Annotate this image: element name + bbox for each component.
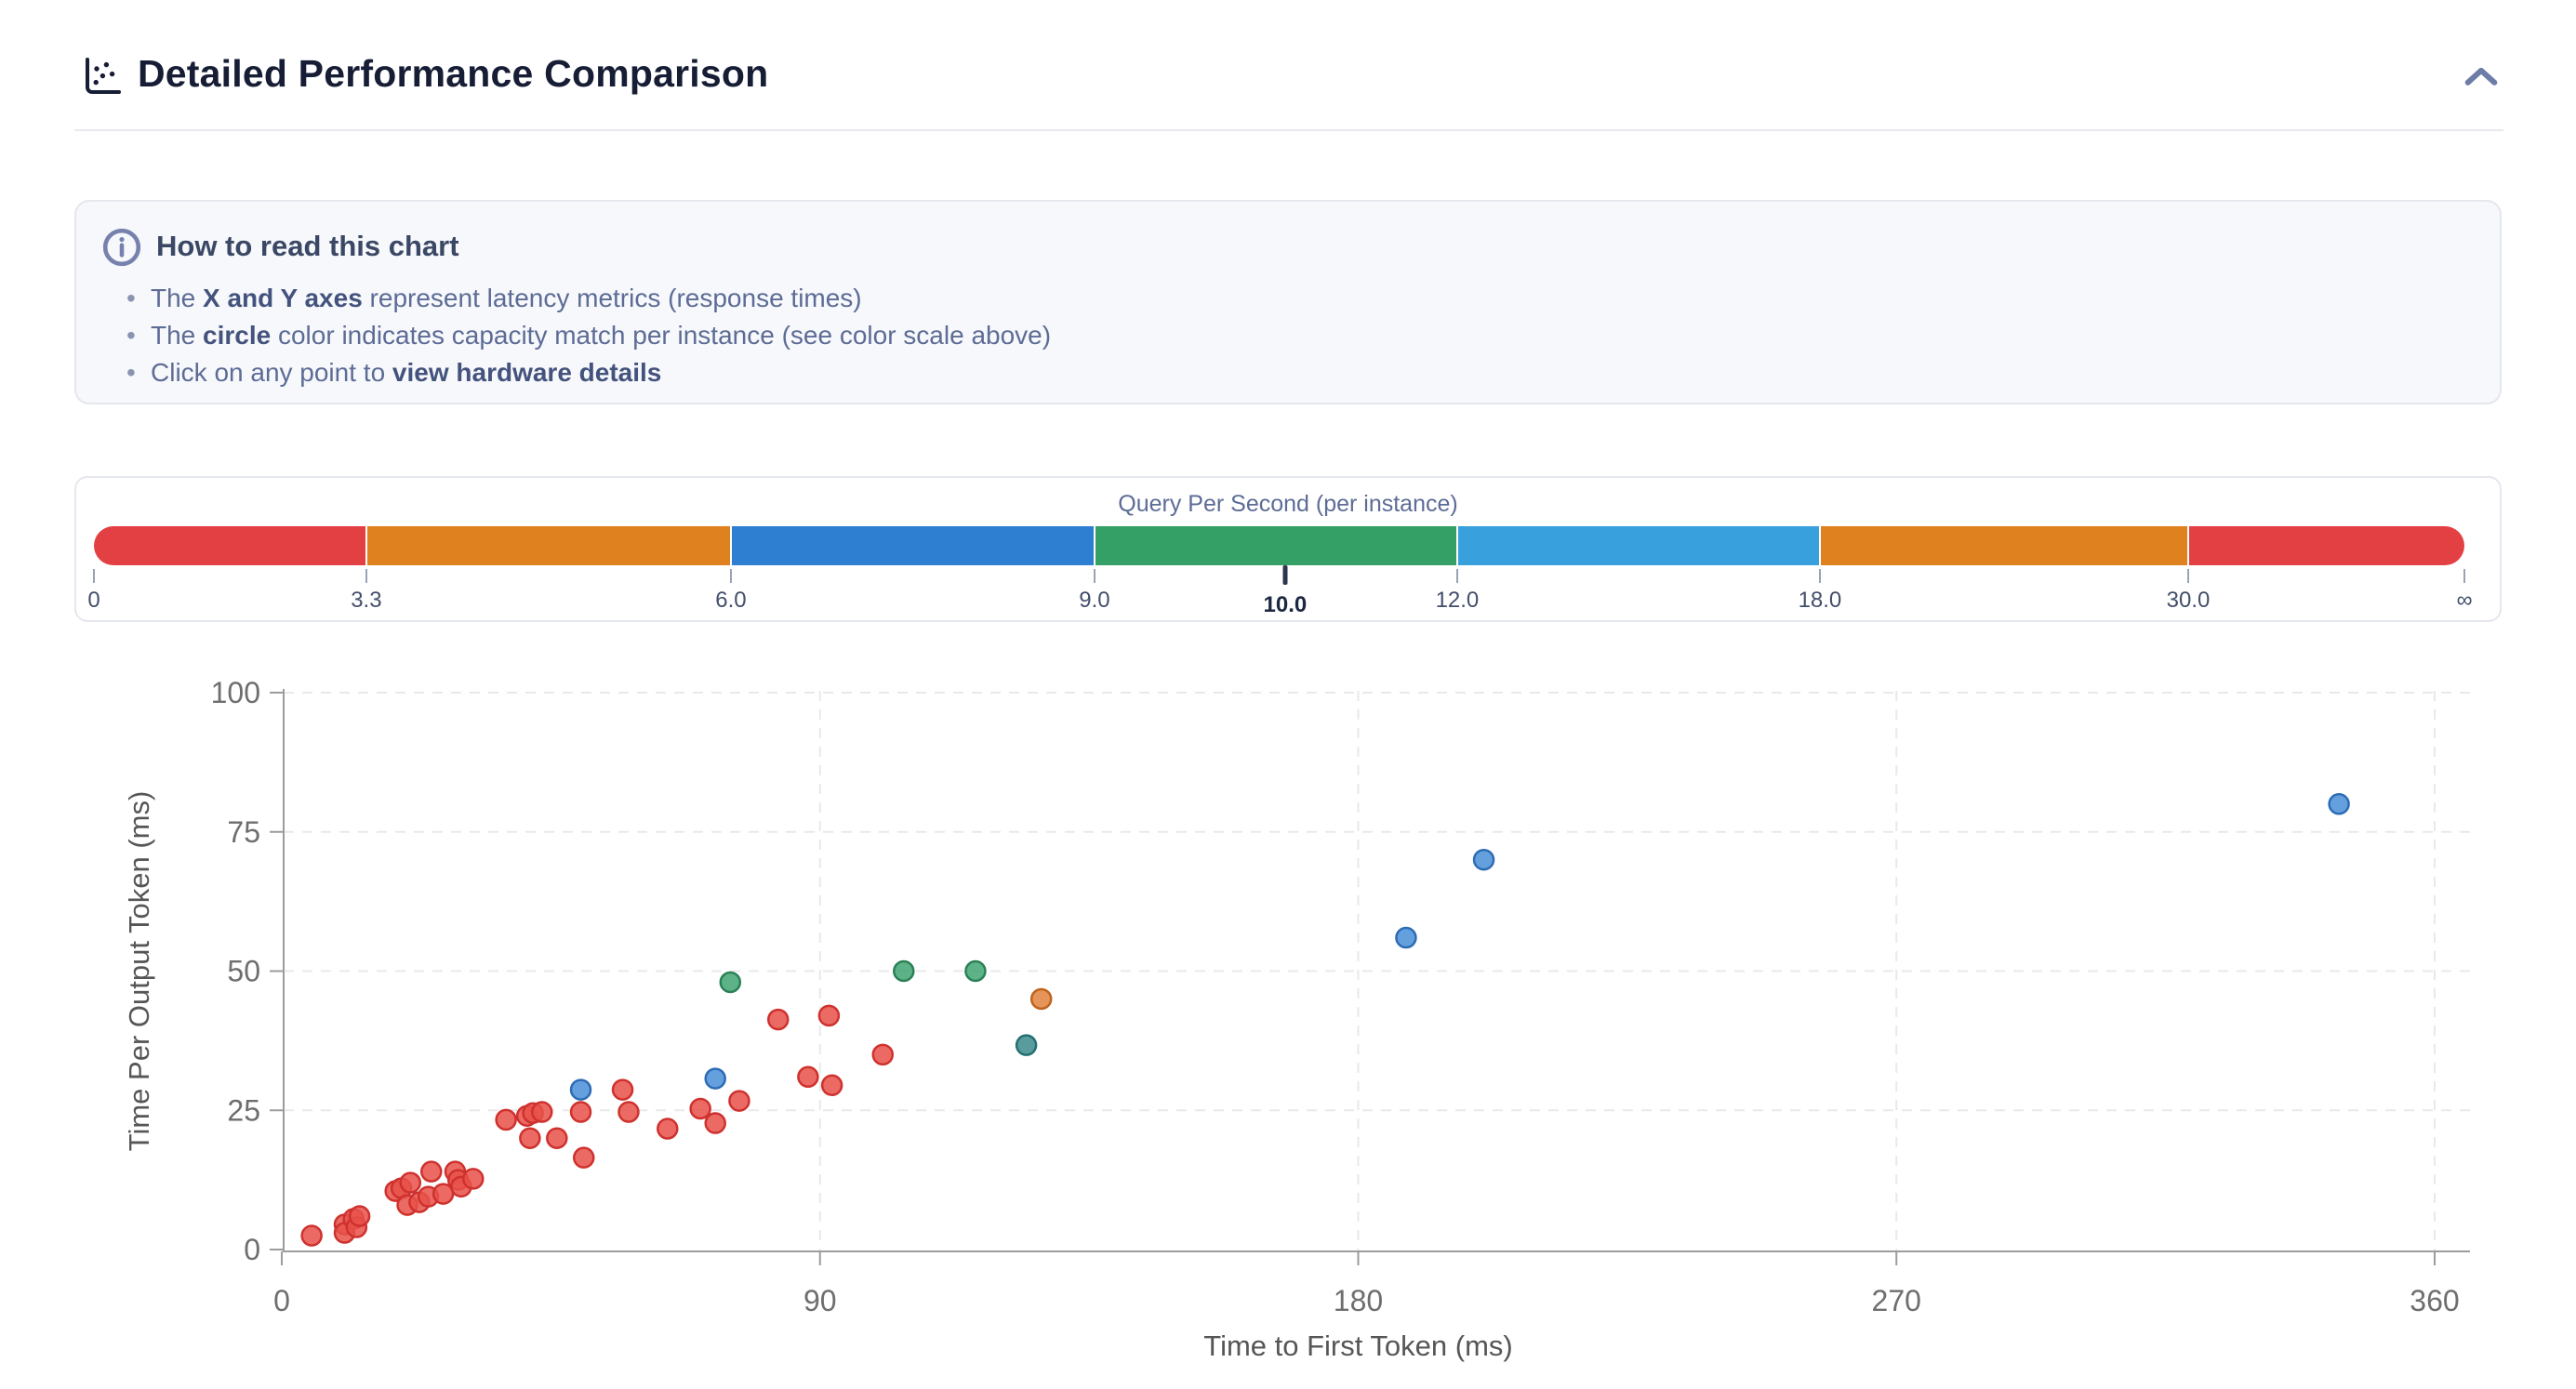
scale-current-value-marker	[1282, 565, 1288, 585]
info-bullet-list: • The X and Y axes represent latency metr…	[126, 284, 2463, 395]
info-bullet: • The circle color indicates capacity mat…	[126, 321, 2463, 358]
color-scale-bar	[94, 526, 2464, 565]
scale-tick	[1818, 569, 1821, 583]
scale-tick-label: 30.0	[2166, 588, 2211, 613]
x-tick-label: 0	[273, 1284, 290, 1317]
data-point-blue[interactable]	[2328, 793, 2350, 815]
qps-color-scale-panel: Query Per Second (per instance) 0 3.3 6.0 9…	[74, 476, 2502, 622]
data-point-green[interactable]	[964, 959, 987, 983]
y-tick-label: 0	[244, 1233, 260, 1266]
info-box-title: How to read this chart	[156, 230, 459, 262]
data-point-red[interactable]	[399, 1171, 422, 1194]
data-point-blue[interactable]	[1395, 926, 1417, 949]
data-point-green[interactable]	[893, 959, 915, 983]
scatter-chart-icon	[86, 58, 121, 94]
bullet-dot: •	[126, 321, 136, 350]
data-point-blue[interactable]	[704, 1067, 726, 1090]
scale-tick-label: 6.0	[715, 588, 747, 613]
chevron-up-icon	[2464, 67, 2498, 86]
x-tick-label: 180	[1334, 1284, 1383, 1317]
bullet-text: The circle color indicates capacity matc…	[151, 321, 1052, 350]
section-header: Detailed Performance Comparison	[0, 0, 2576, 131]
data-point-red[interactable]	[817, 1004, 841, 1027]
scale-tick	[2187, 569, 2190, 583]
scale-tick-label: 9.0	[1079, 588, 1110, 613]
scale-segment-18.0-30.0	[1821, 526, 2188, 565]
data-point-red[interactable]	[519, 1127, 541, 1149]
info-bullet: • The X and Y axes represent latency metr…	[126, 284, 2463, 321]
scale-tick-label: 0	[87, 588, 100, 613]
scale-segment-0-3.3	[94, 526, 365, 565]
scale-segment-6.0-9.0	[731, 526, 1094, 565]
scale-segment-3.3-6.0	[366, 526, 730, 565]
data-point-red[interactable]	[462, 1168, 485, 1190]
scale-segment-12.0-18.0	[1458, 526, 1820, 565]
data-point-red[interactable]	[546, 1127, 568, 1149]
scale-tick	[1093, 569, 1095, 583]
data-point-red[interactable]	[704, 1112, 726, 1134]
data-point-red[interactable]	[820, 1074, 843, 1097]
data-point-red[interactable]	[420, 1160, 443, 1183]
info-bullet: • Click on any point to view hardware det…	[126, 358, 2463, 395]
bullet-dot: •	[126, 284, 136, 312]
data-point-red[interactable]	[689, 1097, 711, 1120]
data-point-red[interactable]	[871, 1043, 895, 1066]
data-point-red[interactable]	[495, 1108, 517, 1131]
scale-tick	[365, 569, 367, 583]
scale-tick-label: 3.3	[351, 588, 382, 613]
data-point-red[interactable]	[300, 1224, 323, 1247]
bullet-text: Click on any point to view hardware deta…	[151, 358, 662, 387]
data-point-red[interactable]	[728, 1090, 750, 1112]
data-point-red[interactable]	[348, 1205, 371, 1227]
x-axis-title: Time to First Token (ms)	[1203, 1329, 1512, 1362]
x-tick-label: 90	[803, 1284, 837, 1317]
collapse-button[interactable]	[2455, 58, 2507, 99]
scale-tick	[93, 569, 95, 583]
scale-tick-label: 12.0	[1435, 588, 1480, 613]
data-point-red[interactable]	[572, 1146, 595, 1169]
data-point-teal[interactable]	[1015, 1034, 1038, 1056]
header-divider	[74, 129, 2503, 131]
data-point-green[interactable]	[719, 971, 742, 994]
page-title: Detailed Performance Comparison	[138, 52, 769, 95]
y-tick-label: 50	[227, 955, 260, 988]
scale-current-value-label: 10.0	[1263, 592, 1308, 617]
x-tick-label: 360	[2410, 1284, 2459, 1317]
info-icon	[102, 228, 141, 267]
scale-segment-9.0-12.0	[1095, 526, 1457, 565]
scale-tick-label: ∞	[2456, 588, 2473, 613]
color-scale-title: Query Per Second (per instance)	[1118, 491, 1458, 517]
data-point-red[interactable]	[569, 1101, 592, 1123]
scale-tick	[2463, 569, 2465, 583]
scale-segment-30.0-inf	[2189, 526, 2464, 565]
bullet-dot: •	[126, 358, 136, 387]
scale-tick	[1455, 569, 1458, 583]
scale-tick	[729, 569, 732, 583]
how-to-read-box: How to read this chart • The X and Y axes…	[74, 200, 2502, 404]
data-point-blue[interactable]	[569, 1078, 592, 1101]
data-point-red[interactable]	[530, 1101, 553, 1123]
bullet-text: The X and Y axes represent latency metri…	[151, 284, 862, 312]
data-point-orange[interactable]	[1029, 987, 1053, 1011]
data-point-red[interactable]	[797, 1065, 819, 1089]
data-point-red[interactable]	[611, 1078, 634, 1101]
data-point-blue[interactable]	[1472, 848, 1495, 871]
y-tick-label: 100	[211, 676, 260, 709]
data-point-red[interactable]	[617, 1101, 640, 1123]
scale-tick-label: 18.0	[1798, 588, 1842, 613]
x-tick-label: 270	[1872, 1284, 1921, 1317]
y-tick-label: 75	[227, 815, 260, 849]
data-point-red[interactable]	[766, 1008, 790, 1031]
data-point-red[interactable]	[657, 1118, 679, 1140]
y-axis-title: Time Per Output Token (ms)	[123, 791, 155, 1152]
y-tick-label: 25	[227, 1093, 260, 1127]
color-scale-axis: 0 3.3 6.0 9.0 12.0 18.0 30.0 ∞ 10.0	[87, 565, 2473, 621]
